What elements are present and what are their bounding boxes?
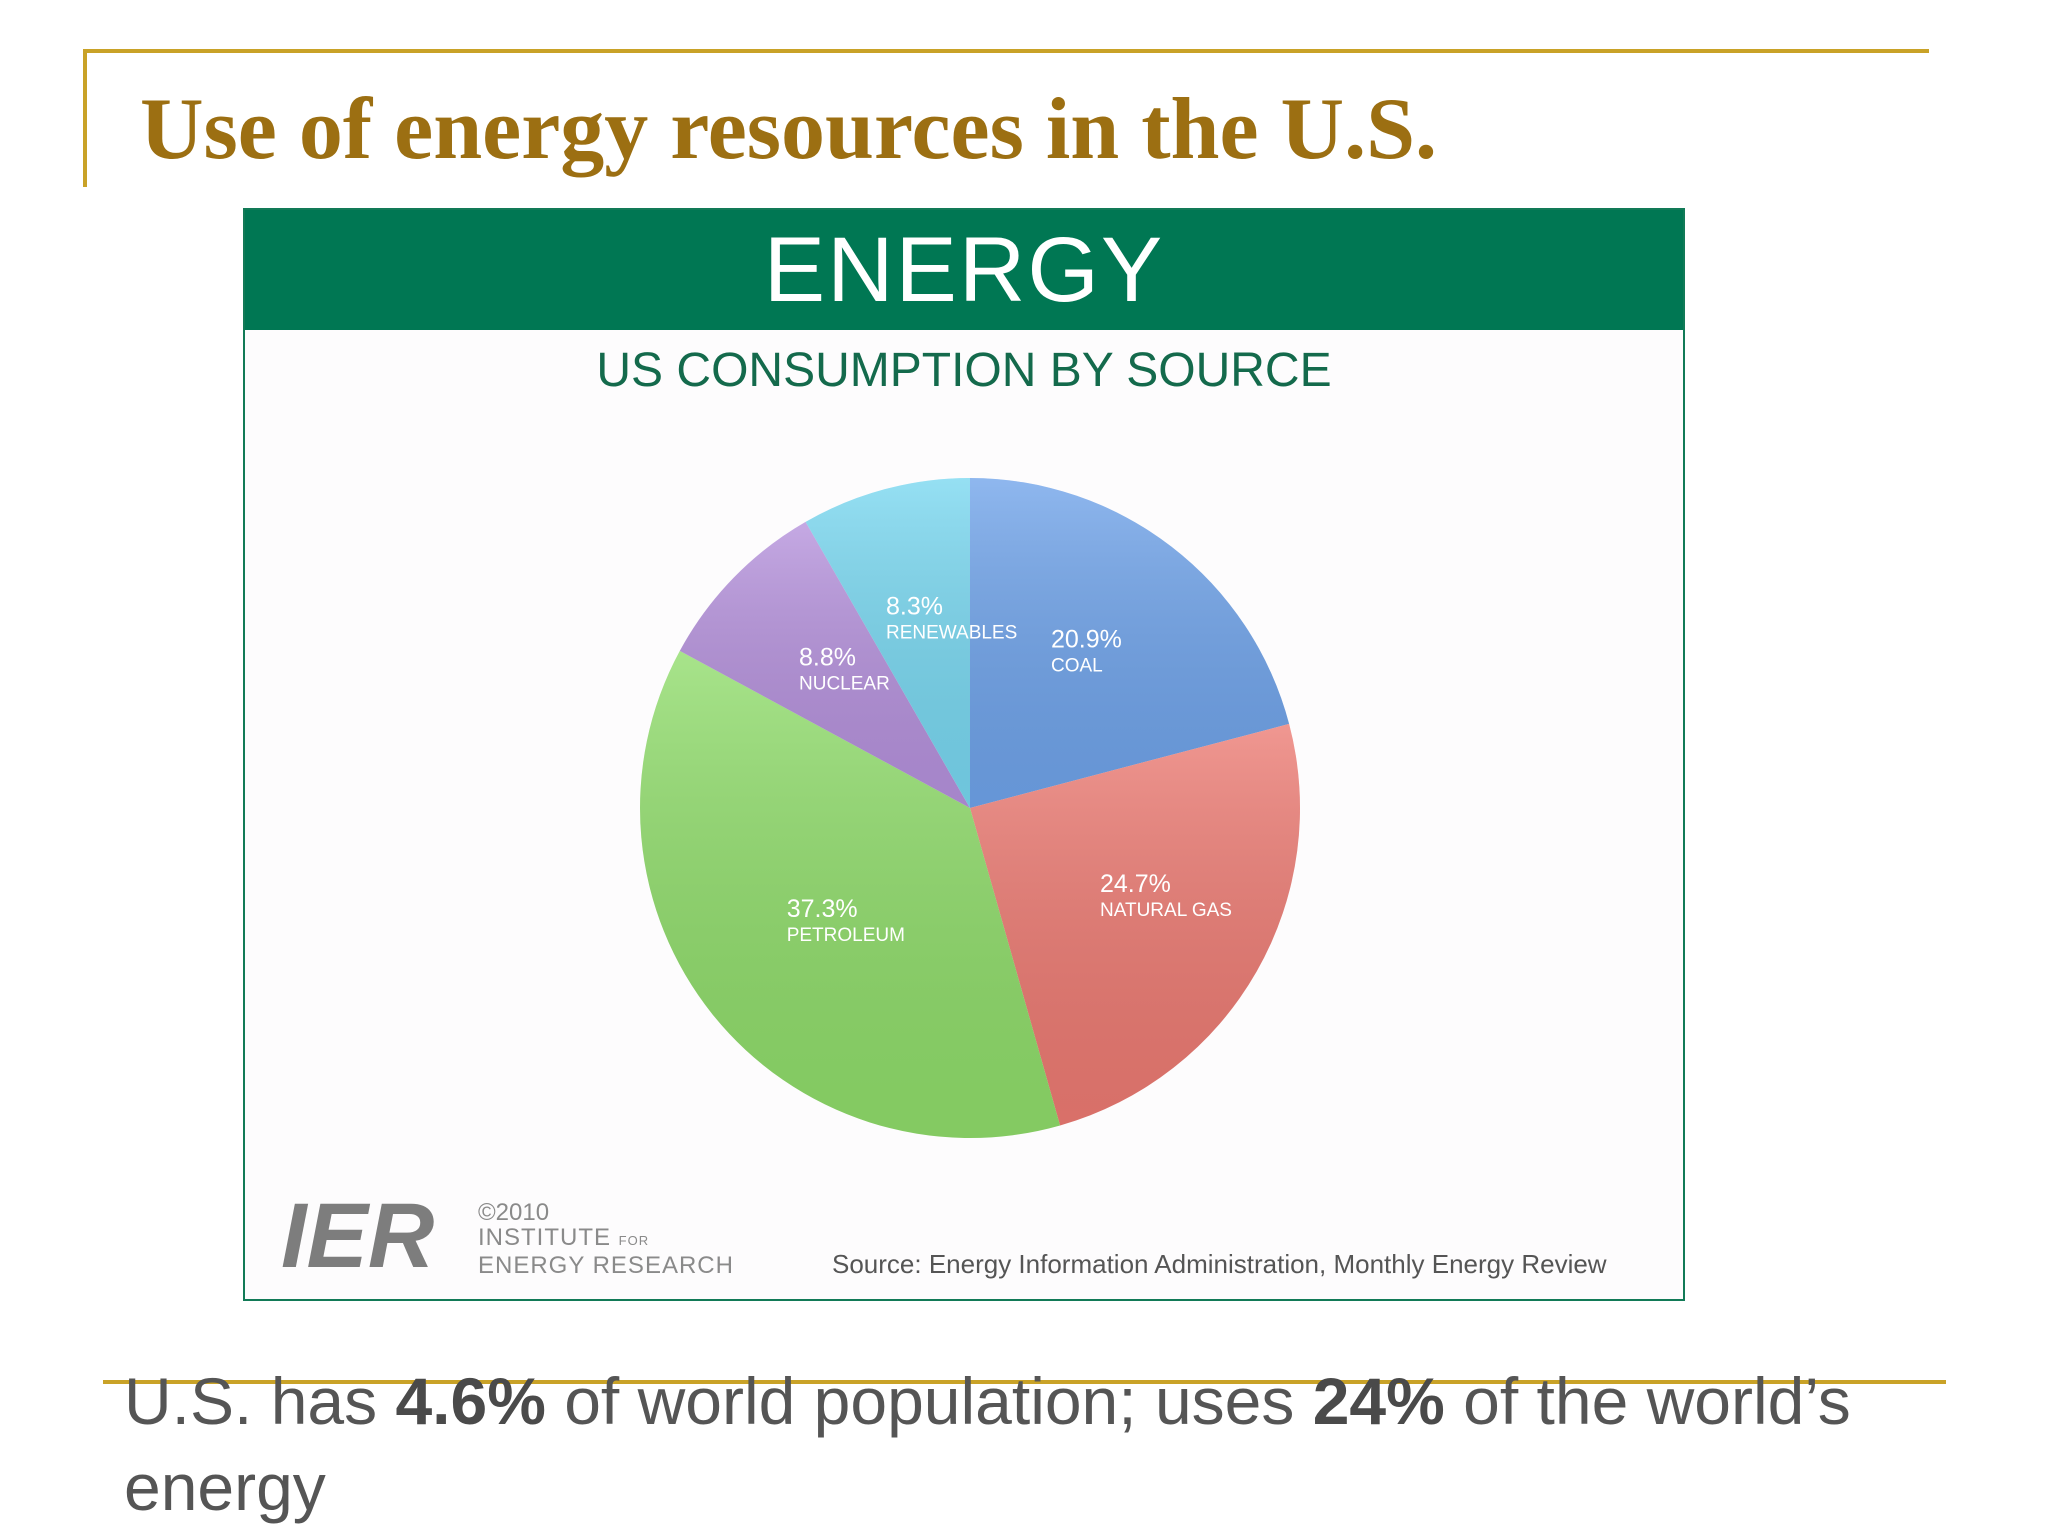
bottom-rule bbox=[103, 1380, 1946, 1384]
slide-title: Use of energy resources in the U.S. bbox=[140, 81, 1438, 178]
pie-label-value-petroleum: 37.3% bbox=[787, 895, 858, 923]
left-rule bbox=[83, 49, 87, 187]
infographic-banner: ENERGY bbox=[245, 210, 1683, 330]
bullet-pre: U.S. has bbox=[124, 1364, 396, 1438]
org-line-2: ENERGY RESEARCH bbox=[478, 1252, 734, 1279]
pie-slice-shade-nuclear bbox=[679, 521, 970, 808]
pie-label-name-renewables: RENEWABLES bbox=[886, 622, 1017, 643]
pie-slice-shade-coal bbox=[970, 478, 1290, 808]
org-line-1: INSTITUTE FOR bbox=[478, 1225, 734, 1253]
pie-label-value-natural-gas: 24.7% bbox=[1100, 870, 1171, 898]
bullet-energy-share: 24% bbox=[1312, 1364, 1445, 1438]
pie-label-value-nuclear: 8.8% bbox=[799, 643, 856, 671]
copyright-block: ©2010 INSTITUTE FOR ENERGY RESEARCH bbox=[478, 1200, 734, 1278]
pie-label-name-petroleum: PETROLEUM bbox=[787, 925, 905, 946]
pie-slice-shade-petroleum bbox=[640, 650, 1061, 1138]
bullet-mid: of world population; uses bbox=[545, 1364, 1313, 1438]
bullet-population-share: 4.6% bbox=[395, 1364, 546, 1438]
energy-infographic: ENERGY US CONSUMPTION BY SOURCE 20.9% COA… bbox=[243, 208, 1685, 1301]
copyright-year: ©2010 bbox=[478, 1199, 550, 1226]
infographic-subtitle: US CONSUMPTION BY SOURCE bbox=[596, 344, 1332, 397]
top-rule bbox=[83, 49, 1929, 53]
pie-slice-shade-renewables bbox=[805, 478, 970, 808]
pie-slice-shade-natural-gas bbox=[970, 723, 1300, 1126]
org-institute: INSTITUTE bbox=[478, 1224, 611, 1251]
pie-label-name-coal: COAL bbox=[1051, 656, 1103, 677]
pie-label-value-coal: 20.9% bbox=[1051, 626, 1122, 654]
bullet-text: U.S. has 4.6% of world population; uses … bbox=[124, 1358, 1884, 1530]
pie-label-value-renewables: 8.3% bbox=[886, 592, 943, 620]
ier-logo-text: IER bbox=[281, 1195, 434, 1275]
source-note: Source: Energy Information Administratio… bbox=[832, 1249, 1607, 1279]
ier-logo: IER bbox=[281, 1195, 434, 1275]
bullet-post: of the world’s energy bbox=[124, 1364, 1851, 1524]
pie-label-name-natural-gas: NATURAL GAS bbox=[1100, 900, 1232, 921]
org-for: FOR bbox=[618, 1233, 650, 1248]
pie-chart: 20.9%COAL 24.7%NATURAL GAS 37.3%PETROLEUM 8… bbox=[640, 478, 1300, 1138]
pie-label-name-nuclear: NUCLEAR bbox=[799, 673, 890, 694]
